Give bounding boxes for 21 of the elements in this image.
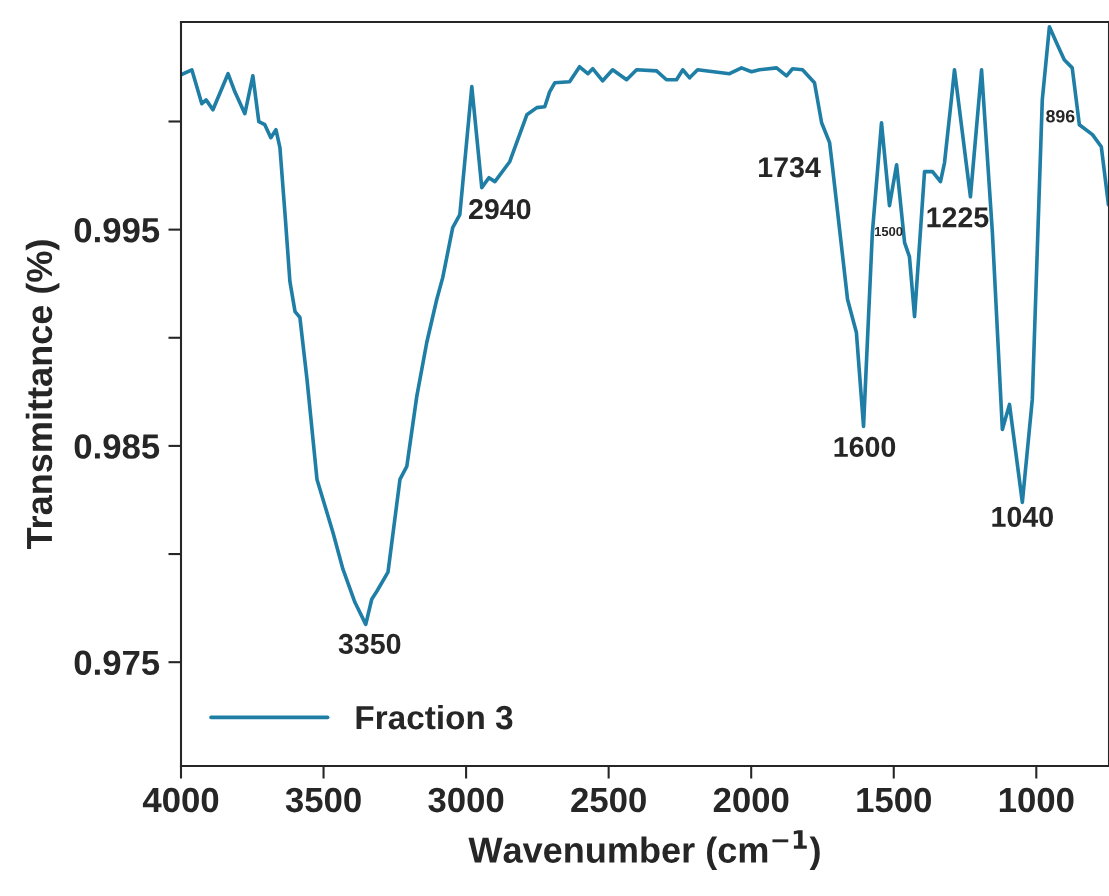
x-tick-label: 2000 [713, 787, 789, 813]
y-tick-label: 0.995 [74, 217, 160, 243]
y-tick-label: 0.975 [74, 650, 160, 676]
x-tick-label: 3500 [285, 787, 361, 813]
y-tick-label: 0.985 [74, 434, 160, 459]
x-tick-label: 3000 [428, 787, 504, 813]
x-axis-title: Wavenumber (cm$^{−1}$) [468, 830, 820, 871]
annotation: 1734 [759, 157, 821, 178]
annotation: 1040 [992, 506, 1053, 528]
x-tick-label: 2500 [571, 787, 646, 813]
annotation: 1600 [834, 436, 896, 458]
annotation: 3350 [338, 633, 401, 655]
legend-label: Fraction 3 [356, 704, 513, 730]
line-series [181, 24, 1109, 627]
annotation: 1225 [927, 207, 989, 228]
x-tick-label: 4000 [142, 787, 219, 813]
x-tick-label: 1500 [857, 787, 931, 813]
annotation: 896 [1046, 109, 1075, 123]
x-tick-label: 1000 [999, 787, 1074, 813]
annotation: 2940 [468, 199, 531, 220]
y-axis-title: Transmittance (%) [25, 240, 60, 550]
